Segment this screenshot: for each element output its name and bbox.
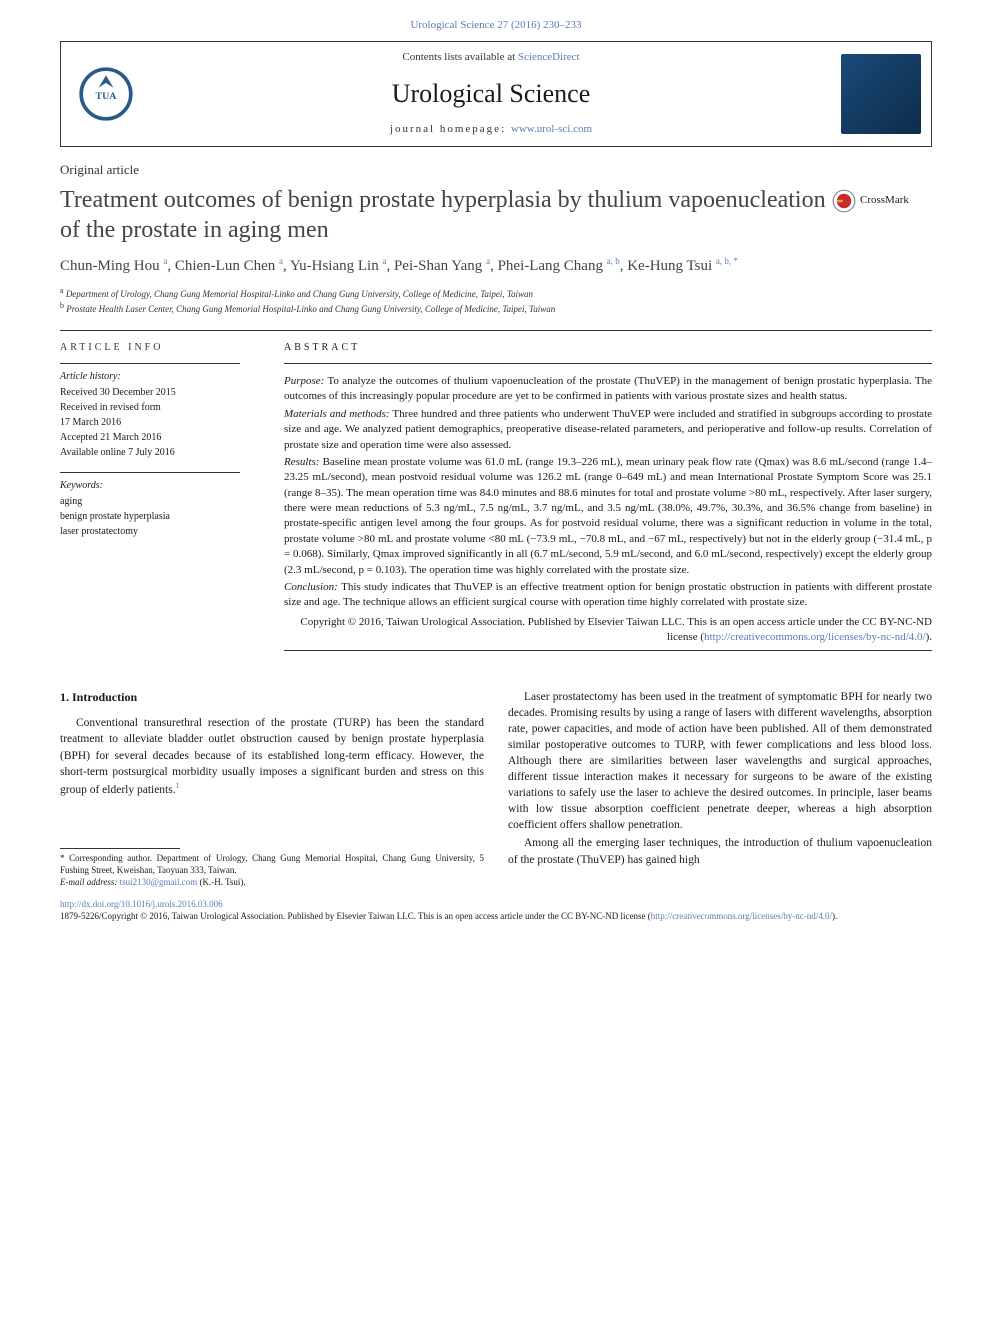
homepage-line: journal homepage: www.urol-sci.com bbox=[141, 122, 841, 137]
top-citation: Urological Science 27 (2016) 230–233 bbox=[60, 18, 932, 33]
body-paragraph: Laser prostatectomy has been used in the… bbox=[508, 689, 932, 834]
history-line: 17 March 2016 bbox=[60, 416, 260, 430]
abstract-section: Results: Baseline mean prostate volume w… bbox=[284, 455, 932, 578]
body-column-left: 1. Introduction Conventional transurethr… bbox=[60, 689, 484, 889]
divider bbox=[60, 330, 932, 331]
contents-line: Contents lists available at ScienceDirec… bbox=[141, 50, 841, 65]
license-link[interactable]: http://creativecommons.org/licenses/by-n… bbox=[651, 911, 832, 921]
history-line: Received in revised form bbox=[60, 401, 260, 415]
article-info-heading: ARTICLE INFO bbox=[60, 341, 260, 355]
author: Phei-Lang Chang a, b bbox=[498, 258, 620, 274]
history-line: Accepted 21 March 2016 bbox=[60, 431, 260, 445]
reference-marker[interactable]: 1 bbox=[176, 781, 180, 790]
journal-cover-thumbnail bbox=[841, 54, 921, 134]
abstract-column: ABSTRACT Purpose: To analyze the outcome… bbox=[284, 341, 932, 661]
history-line: Received 30 December 2015 bbox=[60, 386, 260, 400]
abstract-section: Purpose: To analyze the outcomes of thul… bbox=[284, 374, 932, 405]
author: Yu-Hsiang Lin a bbox=[290, 258, 387, 274]
affiliations: a Department of Urology, Chang Gung Memo… bbox=[60, 285, 932, 316]
email-line: E-mail address: tsui2130@gmail.com (K.-H… bbox=[60, 876, 484, 888]
crossmark-label: CrossMark bbox=[860, 193, 909, 208]
keywords-label: Keywords: bbox=[60, 479, 260, 493]
divider bbox=[60, 363, 240, 364]
author: Pei-Shan Yang a bbox=[394, 258, 490, 274]
divider bbox=[60, 848, 180, 849]
authors-list: Chun-Ming Hou a, Chien-Lun Chen a, Yu-Hs… bbox=[60, 255, 932, 277]
issn-copyright-line: 1879-5226/Copyright © 2016, Taiwan Urolo… bbox=[60, 910, 932, 922]
journal-name: Urological Science bbox=[141, 76, 841, 112]
footnote-block: * Corresponding author. Department of Ur… bbox=[60, 848, 484, 888]
author: Chun-Ming Hou a bbox=[60, 258, 167, 274]
body-column-right: Laser prostatectomy has been used in the… bbox=[508, 689, 932, 889]
abstract-section: Materials and methods: Three hundred and… bbox=[284, 407, 932, 453]
body-paragraph: Among all the emerging laser techniques,… bbox=[508, 835, 932, 867]
abstract-heading: ABSTRACT bbox=[284, 341, 932, 355]
history-label: Article history: bbox=[60, 370, 260, 384]
article-title: Treatment outcomes of benign prostate hy… bbox=[60, 185, 832, 245]
society-logo: TUA bbox=[71, 59, 141, 129]
abstract-section: Conclusion: This study indicates that Th… bbox=[284, 580, 932, 611]
keyword: aging bbox=[60, 495, 260, 509]
article-type: Original article bbox=[60, 161, 832, 179]
keyword: benign prostate hyperplasia bbox=[60, 510, 260, 524]
crossmark-badge[interactable]: CrossMark bbox=[832, 189, 932, 213]
svg-text:TUA: TUA bbox=[96, 91, 118, 102]
history-line: Available online 7 July 2016 bbox=[60, 446, 260, 460]
doi-link[interactable]: http://dx.doi.org/10.1016/j.urols.2016.0… bbox=[60, 899, 223, 909]
sciencedirect-link[interactable]: ScienceDirect bbox=[518, 51, 580, 63]
divider bbox=[284, 363, 932, 364]
divider bbox=[284, 650, 932, 651]
crossmark-icon bbox=[832, 189, 856, 213]
body-paragraph: Conventional transurethral resection of … bbox=[60, 715, 484, 797]
affiliation: a Department of Urology, Chang Gung Memo… bbox=[60, 285, 932, 301]
journal-homepage-link[interactable]: www.urol-sci.com bbox=[511, 123, 592, 135]
article-info-column: ARTICLE INFO Article history: Received 3… bbox=[60, 341, 260, 661]
author: Ke-Hung Tsui a, b, * bbox=[627, 258, 738, 274]
keyword: laser prostatectomy bbox=[60, 525, 260, 539]
email-link[interactable]: tsui2130@gmail.com bbox=[120, 877, 198, 887]
affiliation: b Prostate Health Laser Center, Chang Gu… bbox=[60, 300, 932, 316]
journal-header: TUA Contents lists available at ScienceD… bbox=[60, 41, 932, 146]
license-link[interactable]: http://creativecommons.org/licenses/by-n… bbox=[704, 631, 926, 643]
section-heading: 1. Introduction bbox=[60, 689, 484, 706]
divider bbox=[60, 472, 240, 473]
author: Chien-Lun Chen a bbox=[175, 258, 283, 274]
footer-block: http://dx.doi.org/10.1016/j.urols.2016.0… bbox=[60, 898, 932, 922]
copyright-notice: Copyright © 2016, Taiwan Urological Asso… bbox=[284, 615, 932, 646]
corresponding-author: * Corresponding author. Department of Ur… bbox=[60, 852, 484, 876]
